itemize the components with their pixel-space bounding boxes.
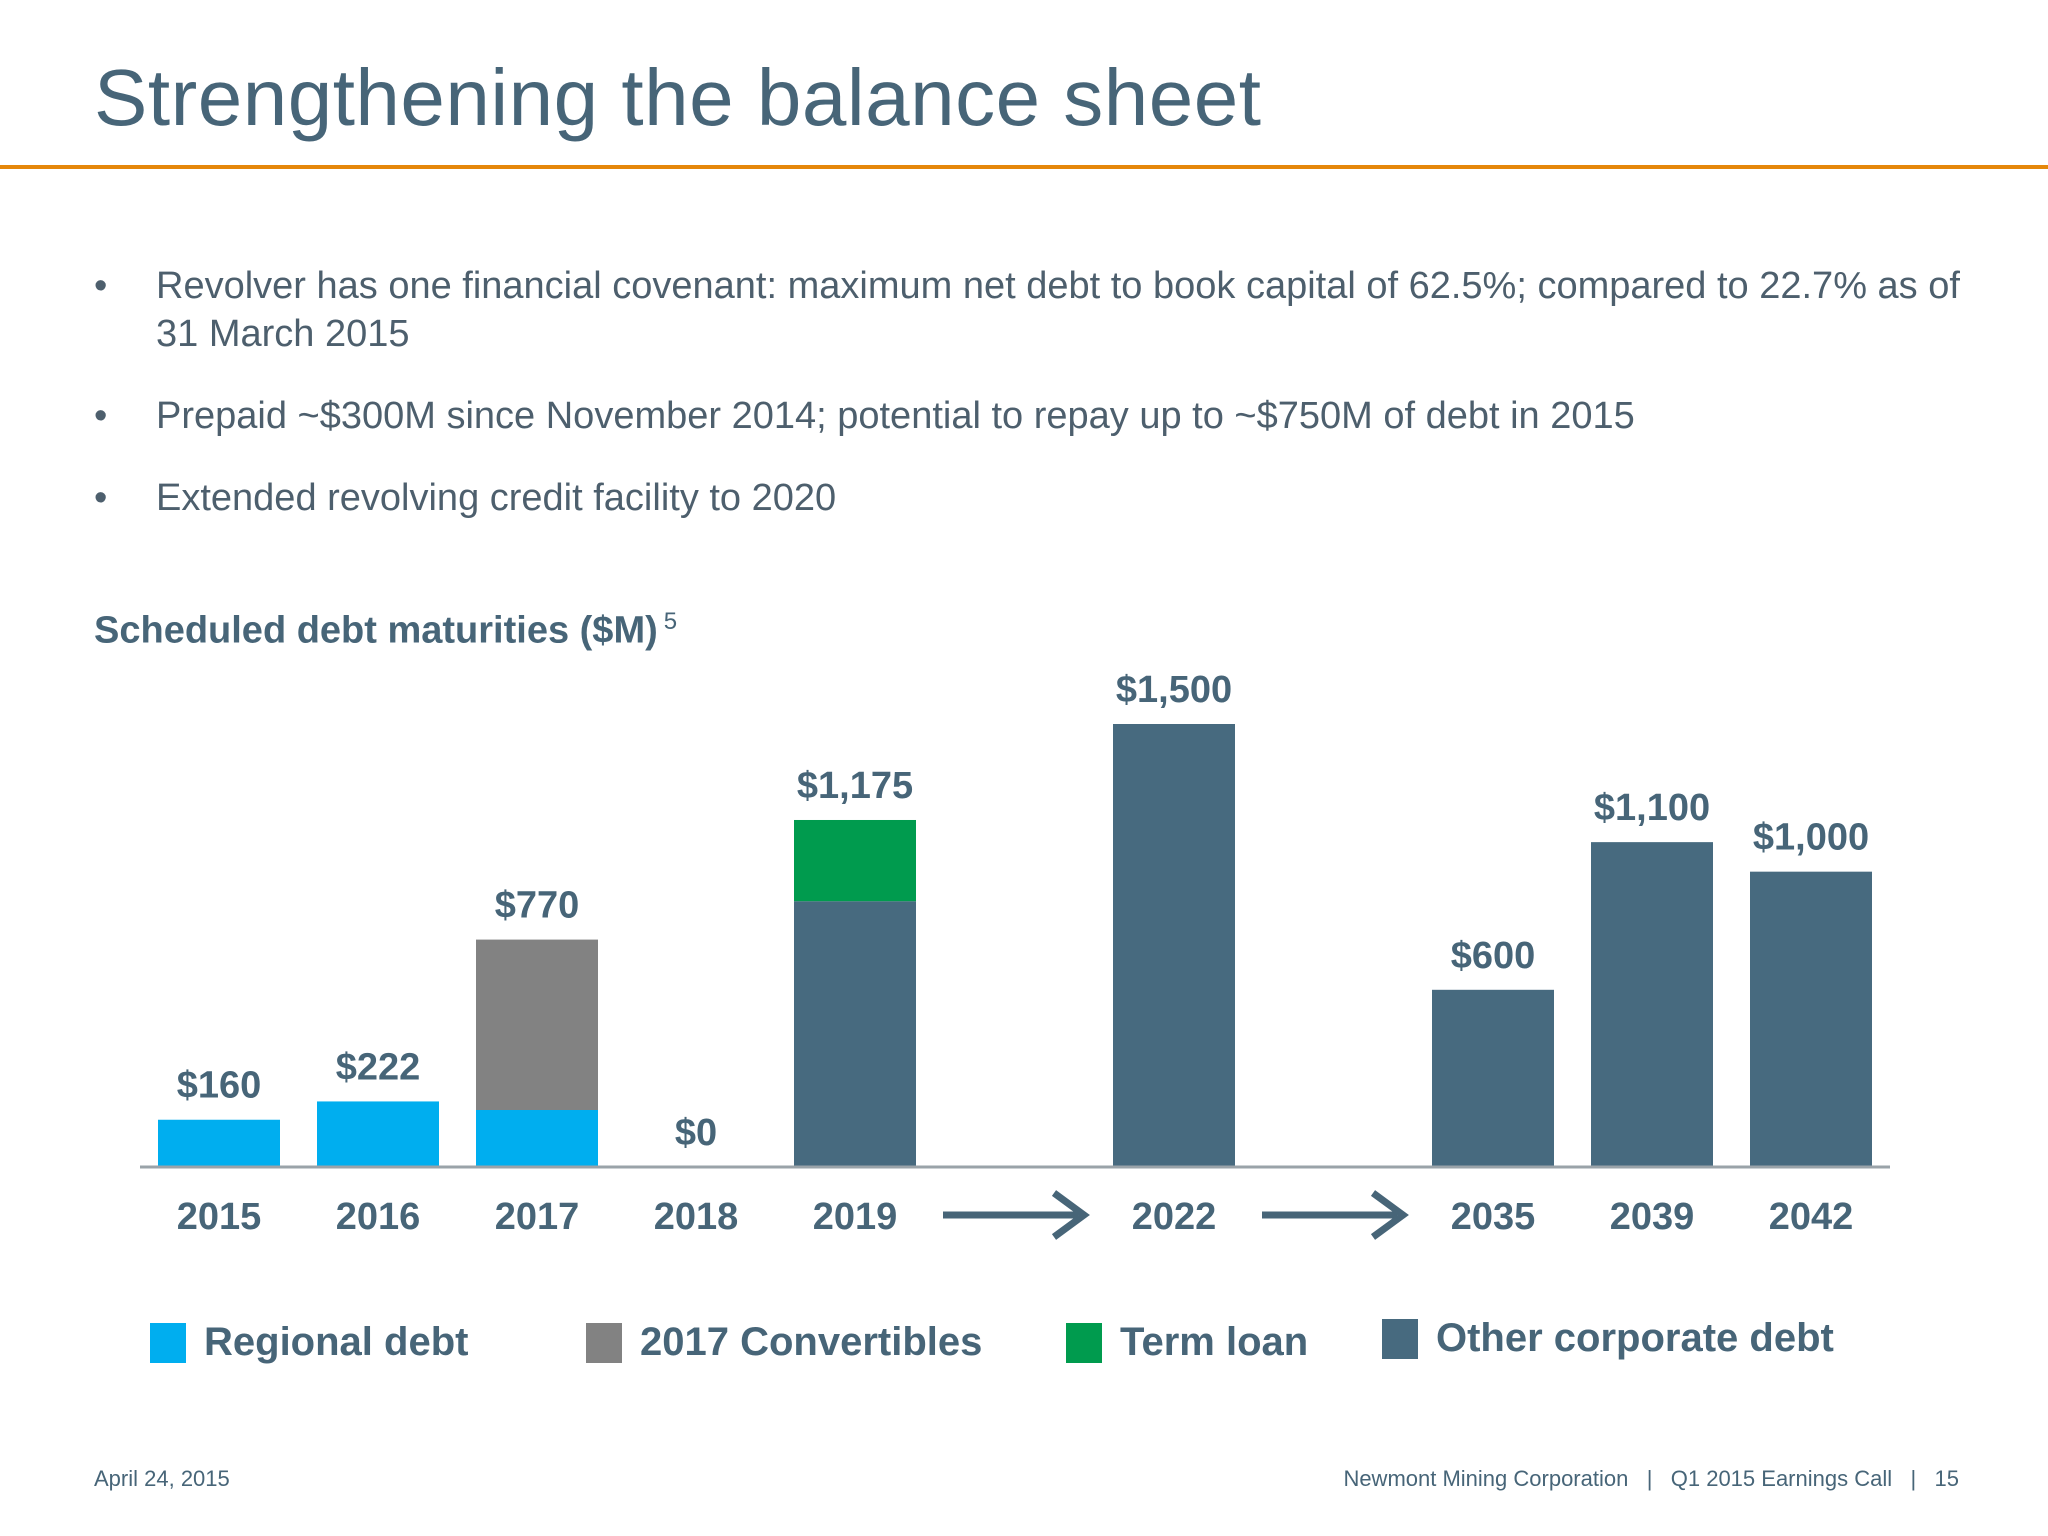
bullet-list: • Revolver has one financial covenant: ma… xyxy=(94,262,1994,556)
legend-label: 2017 Convertibles xyxy=(640,1320,983,1364)
legend-label: Regional debt xyxy=(204,1320,469,1364)
bullet-item: • Prepaid ~$300M since November 2014; pot… xyxy=(94,392,1994,440)
x-tick-label: 2015 xyxy=(177,1196,262,1238)
bar-segment-2017-2017-convertibles xyxy=(476,939,598,1111)
bullet-text: Prepaid ~$300M since November 2014; pote… xyxy=(156,395,1635,437)
legend-item-2017-convertibles: 2017 Convertibles xyxy=(586,1320,982,1365)
footer-separator: | xyxy=(1646,1466,1653,1491)
axis-break-arrow-icon xyxy=(1262,1190,1409,1240)
bullet-item: • Revolver has one financial covenant: ma… xyxy=(94,262,1994,358)
footer-info: Newmont Mining Corporation | Q1 2015 Ear… xyxy=(1343,1466,1959,1492)
bar-value-label: $600 xyxy=(1451,935,1536,977)
chart-title-text: Scheduled debt maturities ($M) xyxy=(94,609,658,652)
footer-company: Newmont Mining Corporation xyxy=(1343,1466,1629,1491)
footer-separator: | xyxy=(1910,1466,1917,1491)
legend-swatch xyxy=(1066,1322,1102,1363)
bullet-dot: • xyxy=(94,477,108,519)
bar-segment-2017-regional-debt xyxy=(476,1110,598,1167)
legend-item-other-corporate-debt: Other corporate debt xyxy=(1382,1316,1834,1361)
bar-value-label: $222 xyxy=(336,1046,421,1088)
title-divider xyxy=(0,165,2048,169)
bullet-text: Extended revolving credit facility to 20… xyxy=(156,477,837,519)
bullet-dot: • xyxy=(94,265,108,307)
bar-value-label: $1,175 xyxy=(797,765,913,807)
legend-swatch xyxy=(150,1322,186,1363)
x-tick-label: 2016 xyxy=(336,1196,421,1238)
bar-value-label: $1,100 xyxy=(1594,787,1710,829)
bar-segment-2039-other-corporate-debt xyxy=(1591,842,1713,1167)
bar-value-label: $0 xyxy=(675,1112,717,1154)
x-tick-label: 2019 xyxy=(813,1196,898,1238)
legend-swatch xyxy=(1382,1318,1418,1359)
legend-label: Other corporate debt xyxy=(1436,1316,1834,1360)
x-tick-label: 2039 xyxy=(1610,1196,1695,1238)
footer-event: Q1 2015 Earnings Call xyxy=(1670,1466,1893,1491)
bar-segment-2042-other-corporate-debt xyxy=(1750,871,1872,1167)
bar-segment-2022-other-corporate-debt xyxy=(1113,724,1235,1167)
legend-item-term-loan: Term loan xyxy=(1066,1320,1308,1365)
bar-value-label: $1,500 xyxy=(1116,669,1232,711)
debt-maturities-chart: $160 2015 $222 2016 $770 2017 $0 2018 $1,175 2019… xyxy=(140,669,1890,1240)
bar-segment-2015-regional-debt xyxy=(158,1119,280,1167)
legend-swatch xyxy=(586,1322,622,1363)
bar-value-label: $1,000 xyxy=(1753,817,1869,859)
x-tick-label: 2022 xyxy=(1132,1196,1217,1238)
x-tick-label: 2018 xyxy=(654,1196,739,1238)
x-tick-label: 2035 xyxy=(1451,1196,1536,1238)
legend-label: Term loan xyxy=(1120,1320,1309,1364)
bullet-text: Revolver has one financial covenant: max… xyxy=(156,265,1960,355)
footer-page-number: 15 xyxy=(1934,1466,1959,1491)
chart-legend: Regional debt 2017 Convertibles Term loa… xyxy=(150,1316,1950,1380)
bar-segment-2019-term-loan xyxy=(794,819,916,902)
x-tick-label: 2042 xyxy=(1769,1196,1854,1238)
bar-value-label: $160 xyxy=(177,1065,262,1107)
bar-segment-2035-other-corporate-debt xyxy=(1432,989,1554,1167)
chart-title-footnote: 5 xyxy=(663,608,678,635)
page-title: Strengthening the balance sheet xyxy=(94,53,1262,142)
footer-date: April 24, 2015 xyxy=(94,1466,230,1491)
x-tick-label: 2017 xyxy=(495,1196,580,1238)
chart-title: Scheduled debt maturities ($M) 5 xyxy=(94,608,677,653)
bullet-item: • Extended revolving credit facility to 2… xyxy=(94,474,1994,522)
bar-segment-2019-other-corporate-debt xyxy=(794,901,916,1167)
bar-segment-2016-regional-debt xyxy=(317,1101,439,1167)
legend-item-regional-debt: Regional debt xyxy=(150,1320,468,1365)
axis-break-arrow-icon xyxy=(943,1190,1090,1240)
bar-value-label: $770 xyxy=(495,885,580,927)
bullet-dot: • xyxy=(94,395,108,437)
